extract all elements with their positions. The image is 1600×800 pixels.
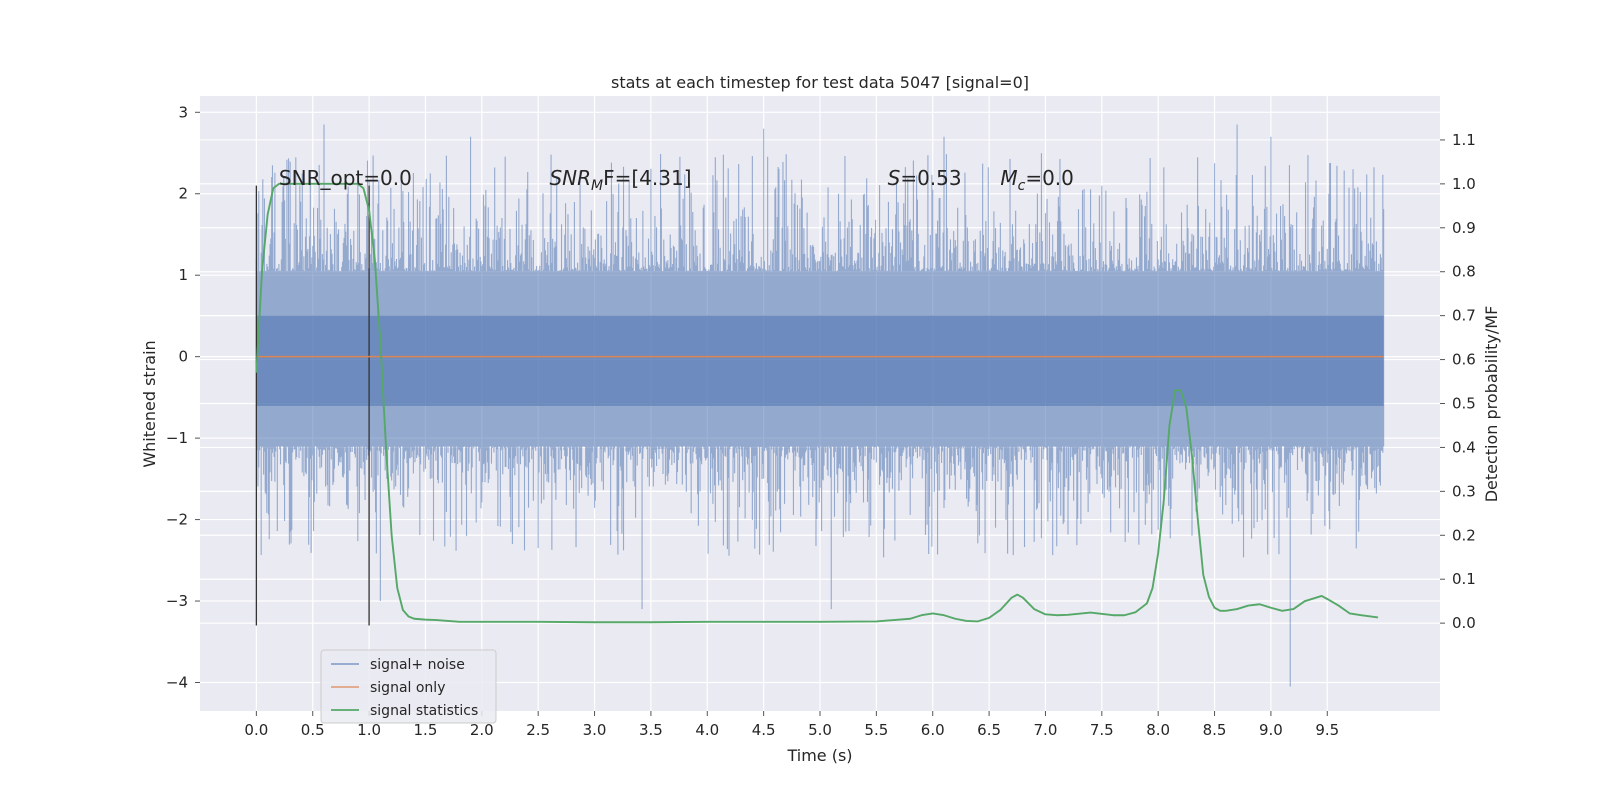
y-tick-label: −3 (166, 592, 188, 610)
chart-title: stats at each timestep for test data 504… (611, 73, 1029, 92)
y-tick-label: 1 (178, 266, 188, 284)
x-axis-title: Time (s) (786, 746, 852, 765)
y2-tick-label: 0.9 (1452, 219, 1476, 237)
x-tick-label: 4.0 (695, 721, 719, 739)
y2-tick-label: 0.0 (1452, 614, 1476, 632)
y-tick-label: 3 (178, 103, 188, 121)
annotation-s-stat: S=0.53 (888, 166, 962, 190)
y-tick-label: 0 (178, 348, 188, 366)
x-tick-label: 3.5 (639, 721, 663, 739)
y-tick-label: −2 (166, 511, 188, 529)
signal-statistics-line (255, 182, 1379, 624)
signal-noise-core (256, 315, 1384, 406)
x-tick-label: 6.0 (921, 721, 945, 739)
x-tick-label: 7.5 (1090, 721, 1114, 739)
y2-tick-label: 0.7 (1452, 307, 1476, 325)
y-axis-title: Whitened strain (140, 340, 159, 467)
legend-label: signal only (370, 680, 445, 696)
x-tick-label: 4.5 (752, 721, 776, 739)
x-tick-label: 3.0 (583, 721, 607, 739)
legend: signal+ noise signal only signal statistic… (320, 649, 497, 724)
x-tick-label: 9.0 (1259, 721, 1283, 739)
y2-tick-label: 0.5 (1452, 395, 1476, 413)
y-tick-label: −1 (166, 429, 188, 447)
y2-axis-title: Detection probability/MF (1482, 306, 1501, 503)
y2-tick-label: 1.1 (1452, 131, 1476, 149)
x-tick-label: 2.5 (526, 721, 550, 739)
x-tick-label: 6.5 (977, 721, 1001, 739)
y2-tick-label: 0.8 (1452, 263, 1476, 281)
y-tick-label: −4 (166, 673, 188, 691)
x-tick-label: 7.0 (1034, 721, 1058, 739)
x-tick-label: 0.5 (301, 721, 325, 739)
x-tick-label: 1.5 (414, 721, 438, 739)
y2-tick-label: 0.6 (1452, 351, 1476, 369)
x-tick-label: 8.0 (1146, 721, 1170, 739)
y2-tick-label: 0.3 (1452, 482, 1476, 500)
x-tick-label: 5.0 (808, 721, 832, 739)
x-tick-label: 5.5 (864, 721, 888, 739)
annotation-mc: Mc=0.0 (1000, 166, 1074, 194)
y2-tick-label: 0.1 (1452, 570, 1476, 588)
annotation-snr-mf: SNRMF=[4.31] (549, 166, 691, 194)
x-tick-label: 9.5 (1315, 721, 1339, 739)
y2-tick-label: 0.2 (1452, 526, 1476, 544)
legend-label: signal statistics (370, 703, 478, 719)
legend-box (320, 649, 497, 724)
x-tick-label: 8.5 (1203, 721, 1227, 739)
annotation-snr-opt: SNR_opt=0.0 (279, 166, 412, 190)
x-tick-label: 2.0 (470, 721, 494, 739)
y2-tick-label: 0.4 (1452, 438, 1476, 456)
y-tick-label: 2 (178, 185, 188, 203)
y2-tick-label: 1.0 (1452, 175, 1476, 193)
series-lines (255, 182, 1384, 626)
x-tick-label: 1.0 (357, 721, 381, 739)
legend-label: signal+ noise (370, 657, 465, 673)
annotations: SNR_opt=0.0 SNRMF=[4.31] S=0.53 Mc=0.0 (279, 166, 1074, 194)
x-tick-label: 0.0 (244, 721, 268, 739)
axes: 0.0 0.5 1.0 1.5 2.0 2.5 3.0 3.5 4.0 4.5 5.0 5.5 6.0 6… (166, 103, 1476, 739)
